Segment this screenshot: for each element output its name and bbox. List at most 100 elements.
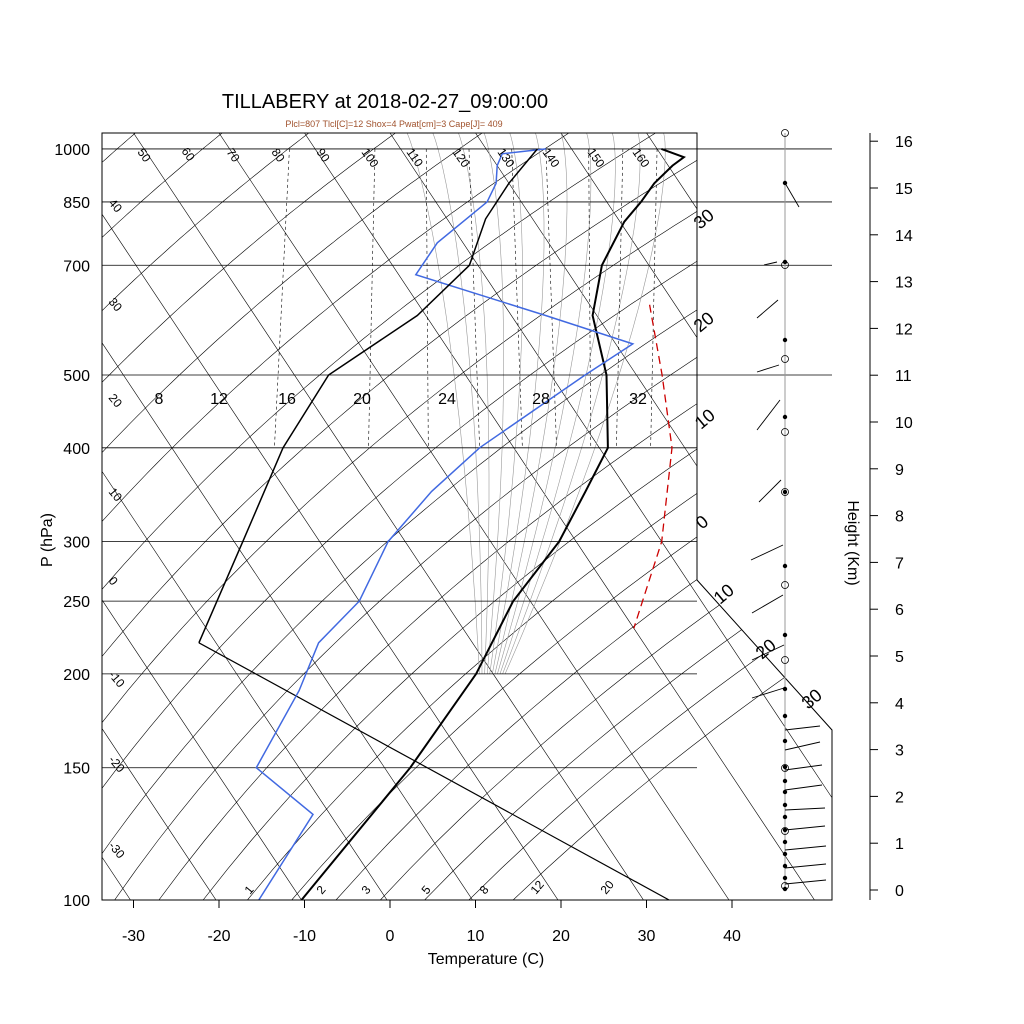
wind-barb [758, 479, 782, 503]
wind-level-dot [782, 851, 788, 857]
moist-adiabat-line [489, 133, 523, 674]
wind-barb [751, 644, 785, 661]
mixing-ratio-line [468, 148, 480, 448]
mixing-ratio-line [650, 148, 658, 448]
wind-level-dot [782, 713, 788, 719]
isotherm-line [389, 133, 832, 900]
dry-adiabat-label: 150 [585, 146, 608, 171]
mixing-ratio-label: 1 [242, 883, 257, 897]
dry-adiabat-line [512, 133, 832, 900]
height-tick-label: 8 [895, 509, 904, 526]
moist-adiabat-line [497, 133, 592, 674]
mixing-ratio-line [368, 148, 376, 448]
height-tick-label: 13 [895, 275, 913, 292]
moist-adiabat-line [504, 133, 666, 675]
isotherm-line [102, 133, 217, 900]
wind-calm-circle [781, 656, 789, 664]
wind-level-dot [782, 489, 788, 495]
isotherm-line [560, 133, 832, 900]
isotherm-line [102, 133, 388, 900]
mixing-ratio-line [425, 148, 429, 448]
x-tick-label: 30 [638, 928, 656, 945]
dewpoint-line [255, 148, 635, 900]
isotherm-label-left: 20 [106, 391, 126, 410]
dry-adiabat-line [102, 133, 223, 900]
moist-adiabat-line [458, 133, 490, 674]
wind-level-dot [782, 863, 788, 869]
height-tick-label: 2 [895, 789, 904, 806]
mixing-ratio-line [511, 148, 523, 448]
height-tick-label: 11 [895, 368, 912, 385]
isotherm-line [133, 133, 644, 900]
wind-calm-circle [781, 827, 789, 835]
x-tick-label: -30 [122, 928, 145, 945]
mixing-ratio-label: 2 [314, 883, 329, 897]
dry-adiabat-line [102, 133, 832, 900]
pressure-tick-label: 100 [63, 893, 90, 910]
wind-barb [750, 544, 784, 561]
pressure-tick-label: 200 [63, 667, 90, 684]
x-tick-label: -10 [293, 928, 316, 945]
x-tick-label: 10 [467, 928, 485, 945]
mixing-ratio-label: 5 [419, 883, 434, 897]
wind-barb [784, 182, 800, 208]
wind-calm-circle [781, 764, 789, 772]
moist-adiabat-label: 8 [155, 391, 164, 408]
isotherm-line [102, 133, 302, 900]
profile-lines [198, 147, 686, 900]
dry-adiabat-line [102, 133, 483, 900]
wind-barb [751, 687, 785, 699]
pressure-tick-label: 500 [63, 368, 90, 385]
dry-adiabat-line [102, 133, 136, 900]
wind-calm-circle [781, 261, 789, 269]
wind-level-dot [782, 563, 788, 569]
wind-level-dot [782, 814, 788, 820]
isotherm-label-left: -20 [106, 753, 128, 776]
height-tick-label: 1 [895, 836, 904, 853]
pressure-axis: 100 150 200 250 300 400 500 700 850 1000 [54, 142, 90, 910]
isotherm-label-left: 30 [106, 295, 126, 314]
moist-adiabat-label: 32 [629, 391, 647, 408]
height-tick-label: 14 [895, 228, 913, 245]
height-tick-label: 15 [895, 181, 913, 198]
isotherm-label-right: 0 [692, 511, 713, 533]
mixing-ratio-line [274, 148, 290, 448]
wind-level-dot [782, 259, 788, 265]
wind-profile [750, 129, 827, 892]
isotherm-line [102, 133, 131, 900]
dry-adiabat-label: 160 [630, 146, 653, 171]
dry-adiabat-line [335, 133, 832, 900]
moist-adiabat-line [406, 133, 480, 674]
height-axis-label: Height (Km) [844, 500, 861, 585]
dry-adiabat-line [102, 133, 832, 900]
mixing-ratio-line [545, 148, 557, 448]
height-tick-label: 16 [895, 134, 913, 151]
parcel-line [198, 148, 538, 644]
isotherm-label-left: -10 [106, 668, 128, 691]
temperature-line [300, 147, 686, 900]
dry-adiabat-line [247, 133, 832, 900]
moist-adiabat-label: 28 [532, 391, 550, 408]
wind-barb [784, 863, 827, 869]
isotherm-label-right: 30 [798, 685, 826, 713]
isotherm-label-right: 10 [691, 405, 719, 433]
wind-barb [784, 807, 826, 811]
moist-adiabat-line [499, 133, 616, 674]
height-tick-label: 5 [895, 649, 904, 666]
reference-adiabat-line [198, 642, 670, 900]
height-tick-label: 4 [895, 696, 904, 713]
wind-level-dot [782, 875, 788, 881]
height-tick-label: 10 [895, 415, 913, 432]
wind-level-dot [782, 778, 788, 784]
mixing-ratio-line [616, 148, 624, 448]
height-tick-label: 3 [895, 743, 904, 760]
x-tick-label: 20 [552, 928, 570, 945]
wind-level-dot [782, 686, 788, 692]
isotherm-line [475, 133, 832, 900]
height-tick-label: 0 [895, 883, 904, 900]
isotherm-line [102, 133, 559, 900]
moist-adiabat-line [432, 133, 483, 674]
